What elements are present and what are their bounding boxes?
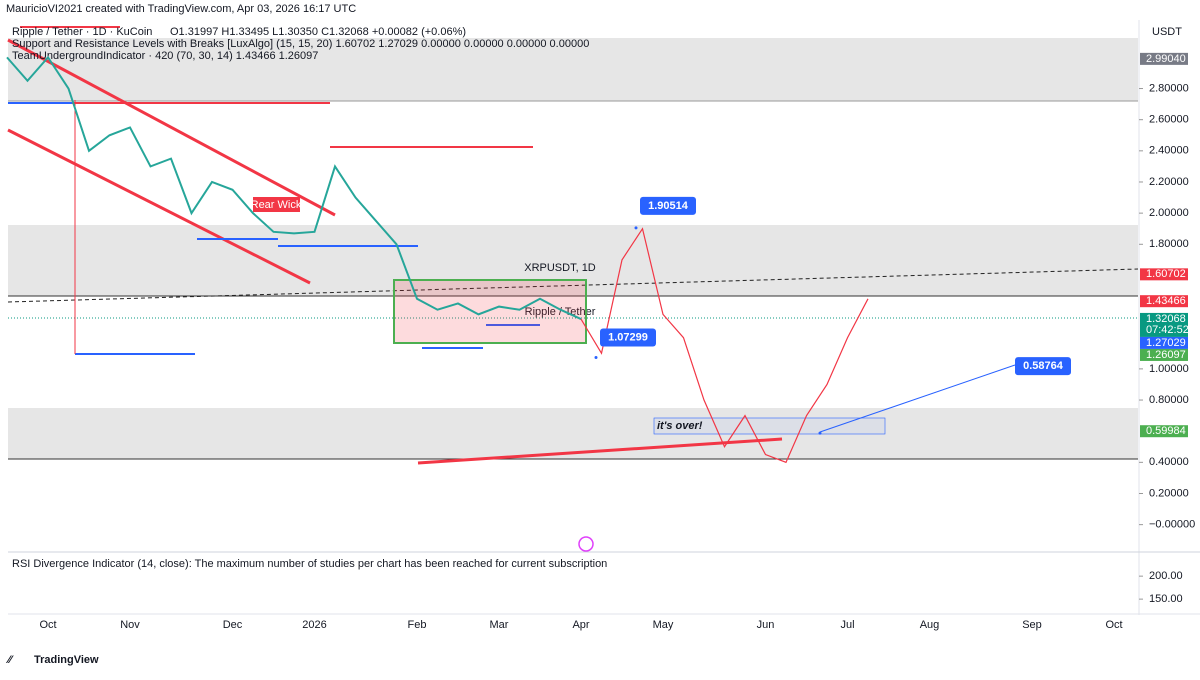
note: it's over! xyxy=(657,420,703,432)
annotation-box xyxy=(640,196,696,215)
series-line xyxy=(580,227,869,464)
rsi-note: RSI Divergence Indicator (14, close): Th… xyxy=(12,558,607,570)
support-line xyxy=(417,437,783,465)
price-label: 1.43466 xyxy=(1146,295,1186,307)
note-bg xyxy=(253,197,300,212)
x-tick-label: May xyxy=(653,619,674,631)
price-label-bg xyxy=(1140,312,1188,337)
x-tick-label: Jul xyxy=(840,619,854,631)
price-label: 1.32068 xyxy=(1146,313,1186,325)
price-label-bg xyxy=(1140,295,1188,308)
price-label-bg xyxy=(1140,425,1188,438)
currency: USDT xyxy=(1152,26,1182,38)
icon[interactable] xyxy=(578,536,594,552)
x-tick-label: 2026 xyxy=(302,619,326,631)
legend-ohlc: O1.31997 H1.33495 L1.30350 C1.32068 +0.0… xyxy=(170,26,466,38)
x-tick-label: Jun xyxy=(757,619,775,631)
x-tick-label: Aug xyxy=(920,619,940,631)
price-label: 1.26097 xyxy=(1146,349,1186,361)
annotation-box xyxy=(600,328,656,347)
brand-mark: ⁄⁄ xyxy=(5,654,14,666)
note-box xyxy=(653,417,886,435)
price-label: 0.59984 xyxy=(1146,425,1186,437)
x-tick-label: Mar xyxy=(490,619,509,631)
annotation-point xyxy=(634,226,638,230)
price-label-bg xyxy=(1140,268,1188,281)
x-tick-label: Dec xyxy=(223,619,243,631)
x-tick-label: Apr xyxy=(572,619,589,631)
zone xyxy=(8,38,1138,101)
brand: TradingView xyxy=(34,654,99,666)
y-tick-label: 2.60000 xyxy=(1149,114,1189,126)
x-tick-label: Feb xyxy=(408,619,427,631)
note: Rear Wick xyxy=(251,199,302,211)
annotation-point xyxy=(594,356,598,360)
price-label-bg xyxy=(1140,336,1188,349)
annotation-label: 1.90514 xyxy=(648,200,689,212)
zone xyxy=(8,225,1138,296)
watermark: XRPUSDT, 1D xyxy=(524,262,596,274)
y-tick-label: 0.40000 xyxy=(1149,456,1189,468)
legend-symbol: Ripple / Tether · 1D · KuCoin xyxy=(12,26,152,38)
price-label: 2.99040 xyxy=(1146,53,1186,65)
y-tick-label: 2.80000 xyxy=(1149,82,1189,94)
y-tick-label: 150.00 xyxy=(1149,593,1183,605)
legend-indicator: Support and Resistance Levels with Break… xyxy=(12,38,589,50)
y-tick-label: 2.40000 xyxy=(1149,145,1189,157)
annotation-point xyxy=(818,431,822,435)
x-tick-label: Sep xyxy=(1022,619,1042,631)
price-label: 1.60702 xyxy=(1146,268,1186,280)
y-tick-label: 1.80000 xyxy=(1149,238,1189,250)
x-tick-label: Oct xyxy=(39,619,56,631)
y-tick-label: −0.00000 xyxy=(1149,519,1195,531)
y-tick-label: 2.00000 xyxy=(1149,207,1189,219)
annotation-box xyxy=(1015,357,1071,376)
y-tick-label: 2.20000 xyxy=(1149,176,1189,188)
channel xyxy=(7,128,311,285)
legend-indicator: TeamUndergroundIndicator · 420 (70, 30, … xyxy=(12,50,318,62)
credit: MauricioVI2021 created with TradingView.… xyxy=(6,3,356,15)
target-line xyxy=(819,364,1016,433)
x-tick-label: Oct xyxy=(1105,619,1122,631)
watermark-sub: Ripple / Tether xyxy=(525,306,596,318)
y-tick-label: 0.20000 xyxy=(1149,487,1189,499)
price-label-bg xyxy=(1140,52,1188,65)
series-line xyxy=(6,55,582,320)
price-label: 1.27029 xyxy=(1146,337,1186,349)
y-tick-label: 0.80000 xyxy=(1149,394,1189,406)
annotation-label: 0.58764 xyxy=(1023,360,1064,372)
range-box xyxy=(393,279,587,344)
y-tick-label: 1.00000 xyxy=(1149,363,1189,375)
annotation-label: 1.07299 xyxy=(608,331,648,343)
x-tick-label: Nov xyxy=(120,619,140,631)
zone xyxy=(8,408,1138,459)
channel xyxy=(7,38,336,217)
countdown: 07:42:52 xyxy=(1146,324,1189,336)
y-tick-label: 200.00 xyxy=(1149,570,1183,582)
price-label-bg xyxy=(1140,348,1188,361)
